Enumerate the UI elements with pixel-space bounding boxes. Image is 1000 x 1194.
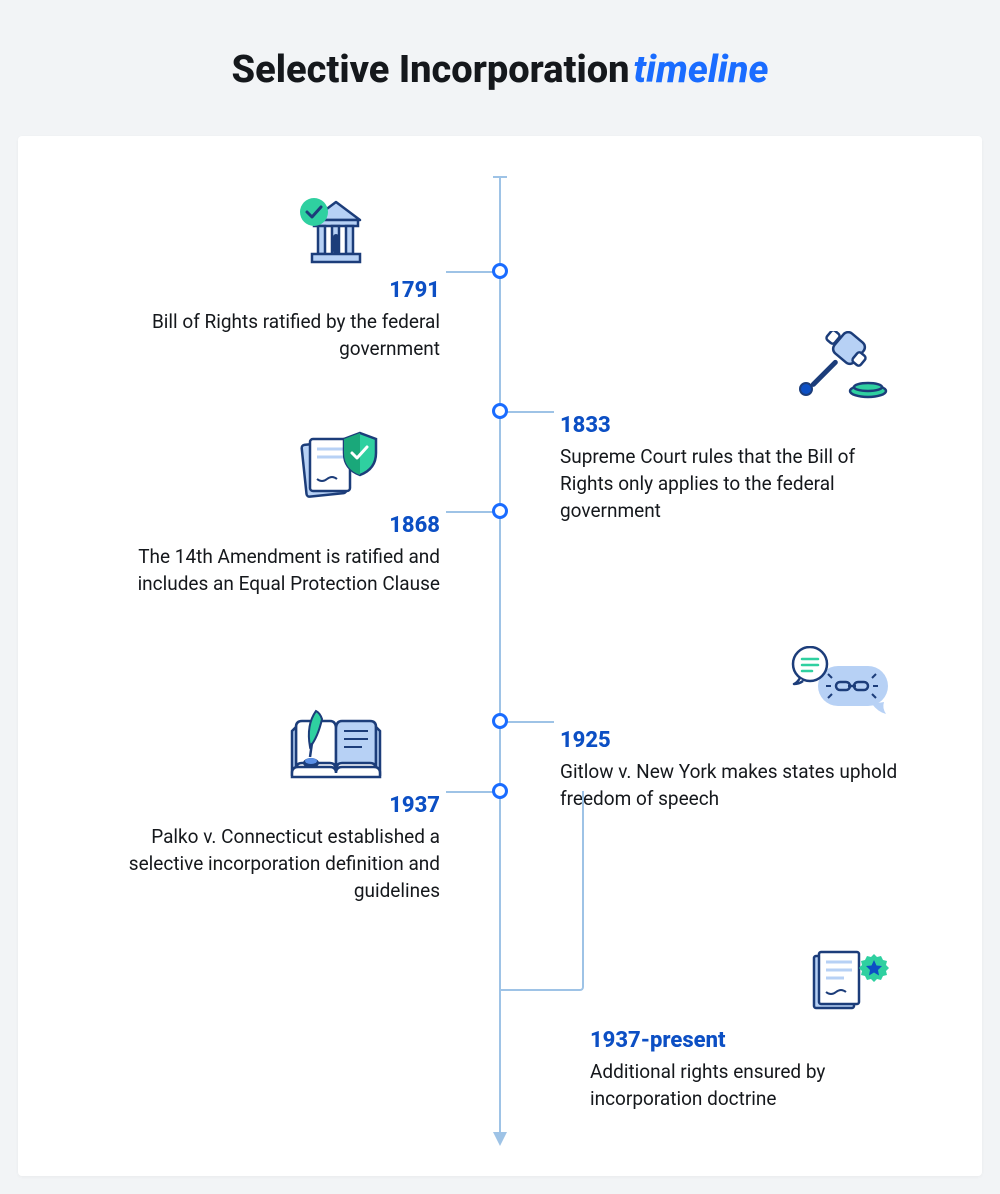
timeline-description: Bill of Rights ratified by the federal g… [100, 309, 440, 363]
timeline-node [492, 713, 508, 729]
timeline-description: Additional rights ensured by incorporati… [590, 1059, 900, 1113]
timeline-elbow [500, 791, 584, 991]
timeline-year: 1937 [100, 793, 440, 818]
timeline-description: The 14th Amendment is ratified and inclu… [100, 544, 440, 598]
timeline-entry: 1868 The 14th Amendment is ratified and i… [100, 431, 440, 598]
timeline-year: 1833 [560, 413, 900, 438]
timeline-card: 1791 Bill of Rights ratified by the feder… [18, 136, 982, 1176]
page-header: Selective Incorporation timeline [0, 0, 1000, 136]
timeline-node [492, 503, 508, 519]
document-shield-icon [100, 431, 440, 503]
timeline-year: 1791 [100, 278, 440, 303]
book-quill-icon [100, 711, 440, 783]
timeline-container: 1791 Bill of Rights ratified by the feder… [58, 166, 942, 1146]
timeline-entry: 1925 Gitlow v. New York makes states upho… [560, 646, 900, 813]
page-title-accent: timeline [634, 48, 769, 92]
timeline-branch [500, 721, 554, 723]
timeline-node [492, 403, 508, 419]
building-check-icon [100, 196, 440, 268]
document-star-icon [590, 946, 900, 1018]
timeline-axis [499, 176, 501, 1136]
timeline-year: 1925 [560, 728, 900, 753]
timeline-branch [500, 411, 554, 413]
timeline-node [492, 783, 508, 799]
timeline-description: Palko v. Connecticut established a selec… [100, 824, 440, 905]
speech-chain-icon [560, 646, 900, 718]
timeline-entry: 1937-present Additional rights ensured by… [590, 946, 900, 1113]
axis-arrow-icon [493, 1132, 507, 1146]
gavel-icon [560, 331, 900, 403]
timeline-description: Gitlow v. New York makes states uphold f… [560, 759, 900, 813]
timeline-year: 1937-present [590, 1028, 900, 1053]
timeline-node [492, 263, 508, 279]
timeline-description: Supreme Court rules that the Bill of Rig… [560, 444, 900, 525]
timeline-entry: 1791 Bill of Rights ratified by the feder… [100, 196, 440, 363]
timeline-year: 1868 [100, 513, 440, 538]
page-title-main: Selective Incorporation [232, 48, 630, 92]
timeline-entry: 1937 Palko v. Connecticut established a s… [100, 711, 440, 905]
timeline-entry: 1833 Supreme Court rules that the Bill of… [560, 331, 900, 525]
